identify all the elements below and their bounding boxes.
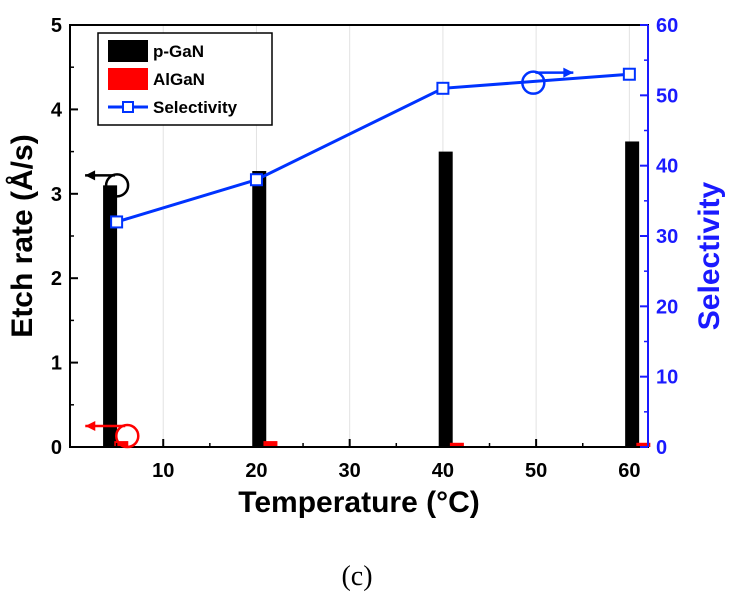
- figure-caption: (c): [341, 561, 372, 592]
- selectivity-point: [249, 173, 263, 187]
- algan-axis-indicator-circle: [115, 423, 140, 449]
- bar-p-gan: [252, 171, 267, 447]
- y2-tick-label: 40: [656, 156, 678, 178]
- p-gan-axis-indicator-circle: [104, 173, 130, 198]
- x-tick-label: 60: [618, 460, 640, 482]
- x-tick-label: 40: [432, 460, 454, 482]
- bar-p-gan: [438, 151, 453, 447]
- x-tick-label: 50: [525, 460, 547, 482]
- selectivity-point: [622, 67, 636, 81]
- y2-tick-label: 10: [656, 367, 678, 389]
- x-tick-label: 10: [152, 460, 174, 482]
- legend-label-p-gan: p-GaN: [153, 42, 204, 61]
- y-tick-label: 5: [51, 15, 62, 37]
- y-axis-title: Etch rate (Å/s): [6, 134, 39, 337]
- legend-swatch-p-gan: [108, 40, 148, 62]
- y2-tick-label: 30: [656, 226, 678, 248]
- selectivity-line: [116, 72, 630, 224]
- selectivity-point: [436, 81, 450, 95]
- y-tick-label: 1: [51, 353, 62, 375]
- annotation-layer: [85, 67, 574, 449]
- y-tick-label: 2: [51, 268, 62, 290]
- x-axis-title: Temperature (°C): [238, 486, 479, 519]
- bar-p-gan: [625, 141, 640, 448]
- bar-algan: [449, 442, 464, 447]
- algan-axis-indicator-arrow-head: [85, 421, 96, 432]
- y2-tick-label: 20: [656, 296, 678, 318]
- selectivity-point: [110, 215, 124, 229]
- y-tick-label: 3: [51, 184, 62, 206]
- p-gan-axis-indicator-arrow-head: [85, 170, 96, 181]
- selectivity-axis-indicator-arrow-head: [563, 67, 574, 78]
- selectivity-axis-indicator-circle: [521, 70, 546, 95]
- bar-algan: [636, 442, 651, 447]
- y2-tick-label: 50: [656, 85, 678, 107]
- y-tick-label: 0: [51, 437, 62, 459]
- bar-p-gan: [103, 185, 118, 448]
- x-tick-label: 30: [339, 460, 361, 482]
- bars-layer: [103, 141, 651, 448]
- bar-algan: [263, 441, 278, 447]
- legend: p-GaN AlGaN Selectivity: [97, 32, 273, 126]
- selectivity-line-layer: [110, 67, 636, 229]
- x-tick-label: 20: [245, 460, 267, 482]
- legend-swatch-algan: [108, 68, 148, 90]
- legend-label-algan: AlGaN: [153, 70, 205, 89]
- legend-swatch-selectivity-marker: [122, 101, 134, 113]
- legend-label-selectivity: Selectivity: [153, 98, 238, 117]
- y2-tick-label: 60: [656, 15, 678, 37]
- y2-tick-label: 0: [656, 437, 667, 459]
- y2-axis-title: Selectivity: [693, 181, 726, 330]
- y-tick-label: 4: [51, 99, 63, 121]
